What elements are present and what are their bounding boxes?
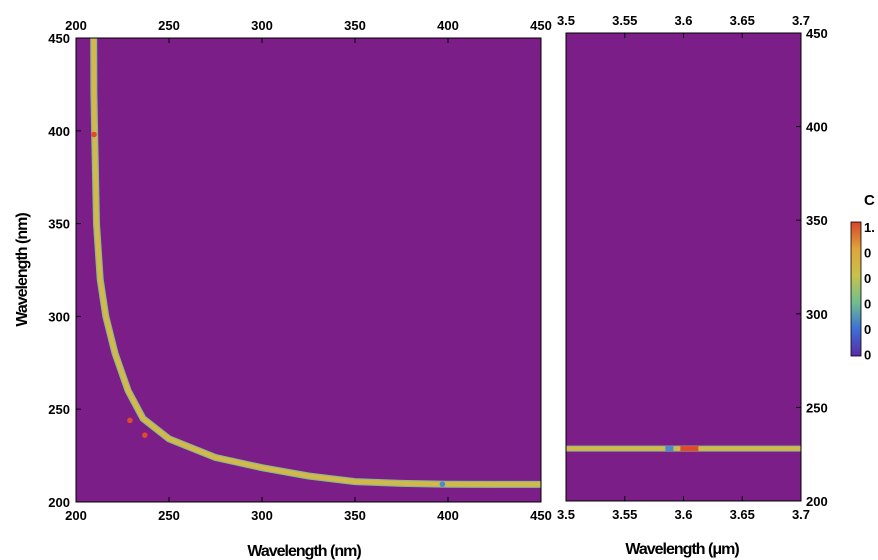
x-tick-label: 3.5 — [557, 507, 575, 522]
top-tick-label: 250 — [158, 18, 180, 33]
curve-line — [91, 37, 541, 487]
y-tick-label: 300 — [48, 309, 70, 324]
right-line-layer — [566, 445, 801, 452]
colorbar-tick-label: 0 — [864, 271, 871, 286]
y-tick-label: 450 — [806, 26, 828, 41]
curve-hotspot — [439, 481, 446, 487]
curve-hotspot — [127, 417, 133, 424]
colorbar-ticks: 1. 0 0 0 0 0 — [864, 220, 875, 363]
x-tick-label: 3.55 — [612, 507, 637, 522]
y-tick-label: 350 — [806, 213, 828, 228]
y-tick-label: 400 — [806, 120, 828, 135]
x-tick-label: 450 — [530, 508, 552, 523]
y-tick-label: 450 — [48, 31, 70, 46]
left-plot-background — [76, 38, 541, 502]
y-tick-label: 250 — [806, 400, 828, 415]
line-hotspot — [665, 446, 674, 452]
top-tick-label: 3.7 — [792, 13, 810, 28]
x-tick-label: 200 — [65, 508, 87, 523]
colorbar-title: C — [864, 192, 875, 209]
y-tick-label: 200 — [48, 495, 70, 510]
left-y-axis-label: Wavelength (nm) — [14, 213, 31, 327]
right-plot-background — [566, 33, 801, 501]
curve-hotspot — [91, 131, 97, 138]
colorbar-tick-label: 0 — [864, 348, 871, 363]
y-tick-label: 200 — [806, 494, 828, 509]
curve-hotspot — [142, 432, 148, 438]
top-tick-label: 3.5 — [557, 13, 575, 28]
top-tick-label: 400 — [437, 18, 459, 33]
colorbar-tick-label: 0 — [864, 246, 871, 261]
colorbar-gradient — [850, 221, 862, 357]
top-tick-label: 350 — [344, 18, 366, 33]
top-tick-label: 3.55 — [612, 13, 637, 28]
colorbar-tick-label: 1. — [864, 220, 875, 235]
y-tick-label: 250 — [48, 402, 70, 417]
x-tick-label: 3.65 — [730, 507, 755, 522]
x-tick-label: 3.7 — [792, 507, 810, 522]
right-heatmap-panel: 3.5 3.55 3.6 3.65 3.73.5 3.55 3.6 3.65 3.7200250… — [557, 13, 828, 522]
top-tick-label: 450 — [530, 18, 552, 33]
top-tick-label: 3.65 — [730, 13, 755, 28]
y-tick-label: 350 — [48, 217, 70, 232]
left-curve-layer — [90, 37, 541, 488]
x-tick-label: 250 — [158, 508, 180, 523]
x-tick-label: 350 — [344, 508, 366, 523]
colorbar: C 1. 0 0 0 0 0 — [850, 192, 875, 363]
top-tick-label: 300 — [251, 18, 273, 33]
left-plot-frame — [75, 37, 542, 503]
top-tick-label: 3.6 — [674, 13, 692, 28]
x-tick-label: 3.6 — [674, 507, 692, 522]
right-axis-ticks: 3.5 3.55 3.6 3.65 3.73.5 3.55 3.6 3.65 3.7200250… — [557, 13, 828, 522]
y-tick-label: 300 — [806, 307, 828, 322]
x-tick-label: 300 — [251, 508, 273, 523]
colorbar-tick-label: 0 — [864, 322, 871, 337]
x-tick-label: 400 — [437, 508, 459, 523]
top-tick-label: 200 — [65, 18, 87, 33]
y-tick-label: 400 — [48, 124, 70, 139]
right-x-axis-label: Wavelength (μm) — [625, 541, 739, 558]
line-hotspot — [680, 446, 699, 452]
left-x-axis-label: Wavelength (nm) — [247, 543, 361, 560]
colorbar-tick-label: 0 — [864, 297, 871, 312]
